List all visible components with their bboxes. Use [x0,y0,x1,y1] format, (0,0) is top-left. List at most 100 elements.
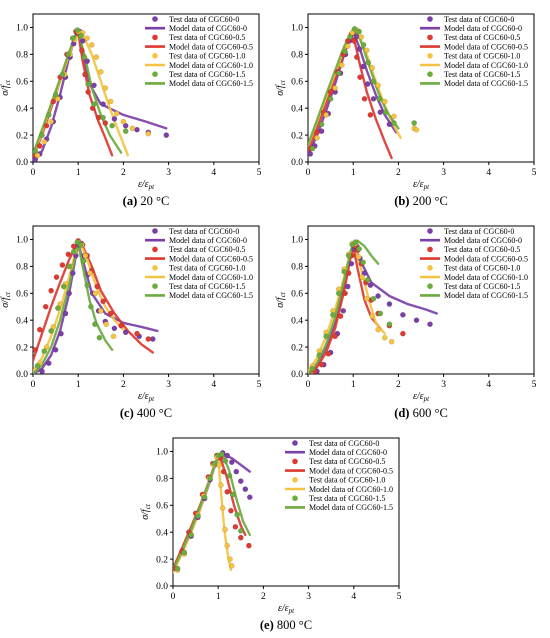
test-point [391,120,397,126]
y-tick-label: 0.4 [291,316,303,326]
x-tick-label: 3 [441,168,446,178]
x-tick-label: 2 [396,380,401,390]
legend-label: Test data of CGC60-1.5 [309,494,385,503]
test-point [332,333,338,340]
test-point [363,295,370,302]
test-point [339,62,345,68]
test-point [134,126,140,133]
test-point [66,263,72,270]
test-point [65,51,72,58]
legend-marker [427,34,433,41]
test-point [246,542,252,549]
test-point [242,486,249,492]
test-point [39,132,45,138]
legend-label: Model data of CGC60-1.0 [444,61,528,70]
legend-marker [152,246,158,253]
test-point [48,287,54,294]
test-point [41,348,48,354]
x-axis-label: ε/εpt [138,391,155,403]
test-point [100,114,106,121]
test-point [356,246,362,252]
test-point [364,276,371,283]
test-point [207,475,213,482]
test-point [332,85,338,91]
legend-label: Model data of CGC60-0 [444,24,522,33]
test-point [82,71,88,78]
test-point [89,42,95,48]
x-tick-label: 2 [396,168,401,178]
test-point [59,262,66,268]
legend-label: Model data of CGC60-0.5 [444,42,528,51]
test-point [58,330,64,337]
test-point [109,122,115,129]
test-point [50,324,57,330]
test-point [224,452,230,459]
test-point [52,346,59,353]
test-point [234,511,240,518]
panel-caption: (e) 800 °C [260,618,312,632]
legend-label: Model data of CGC60-1.0 [169,61,253,70]
test-point [318,128,325,134]
legend-marker [427,53,433,59]
test-point [327,89,334,95]
y-tick-label: 0.6 [291,77,303,87]
legend-marker [152,34,158,41]
chart-panel-5: 0 1 2 3 4 5 0.0 0.2 0.4 0.6 0.8 1.0 σ/fct ε/εpt Test d… [140,437,402,632]
test-point [318,121,325,128]
test-point [427,321,433,328]
legend-label: Model data of CGC60-1.5 [444,291,528,300]
y-tick-label: 1.0 [16,24,28,34]
x-tick-label: 4 [351,592,356,602]
test-point [120,118,127,125]
y-tick-label: 0.6 [156,501,168,511]
test-point [369,313,376,319]
panel-caption: (c) 400 °C [120,406,172,420]
x-tick-label: 1 [351,168,356,178]
legend-label: Test data of CGC60-1.0 [444,52,520,61]
test-point [195,513,201,519]
test-point [381,334,388,341]
y-tick-label: 0.4 [291,104,303,114]
legend-label: Model data of CGC60-0 [169,24,247,33]
test-point [381,98,388,105]
test-point [111,116,118,122]
test-point [218,451,225,457]
test-point [375,293,381,299]
chart-panel-3: 0 1 2 3 4 5 0.0 0.2 0.4 0.6 0.8 1.0 σ/fct ε/εpt Test d… [0,225,262,420]
y-tick-label: 0.4 [156,528,168,538]
test-point [102,85,109,91]
legend-label: Test data of CGC60-0.5 [169,33,245,42]
test-point [70,243,77,249]
test-point [55,305,61,311]
x-axis-label: ε/εpt [413,391,430,403]
model-line-cgc60-1-0 [173,457,233,574]
test-point [382,109,389,115]
legend-label: Model data of CGC60-1.0 [444,273,528,282]
test-point [357,74,363,80]
legend-marker [292,458,298,465]
test-point [340,307,347,314]
x-tick-label: 3 [166,168,171,178]
y-tick-label: 1.0 [156,448,168,458]
test-point [163,132,170,138]
test-point [42,303,49,310]
test-point [107,310,114,317]
test-point [85,89,91,95]
test-point [400,311,406,318]
test-point [309,145,316,152]
test-point [222,526,228,533]
legend-marker [427,71,433,77]
legend-marker [152,71,158,77]
test-point [309,365,316,372]
test-point [370,96,377,102]
test-point [353,54,360,60]
test-point [318,361,325,368]
test-point [367,112,374,118]
legend-label: Test data of CGC60-1.0 [444,264,520,273]
test-point [107,98,114,105]
legend-label: Test data of CGC60-0 [169,15,239,24]
test-point [79,38,86,44]
